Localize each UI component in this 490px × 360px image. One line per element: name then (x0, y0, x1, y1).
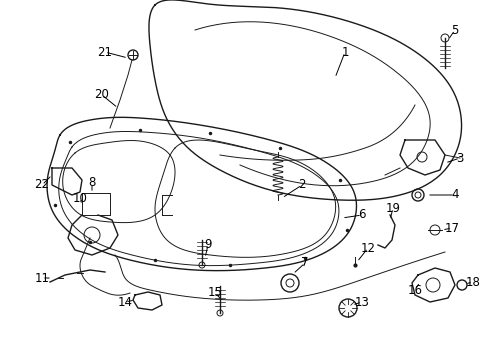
Text: 16: 16 (408, 284, 422, 297)
Text: 14: 14 (118, 296, 132, 309)
Text: 2: 2 (298, 179, 306, 192)
Text: 1: 1 (341, 45, 349, 58)
Text: 17: 17 (444, 221, 460, 234)
Text: 15: 15 (208, 287, 222, 300)
Text: 12: 12 (361, 242, 375, 255)
Text: 8: 8 (88, 176, 96, 189)
Text: 20: 20 (95, 89, 109, 102)
Text: 11: 11 (34, 271, 49, 284)
Text: 10: 10 (73, 192, 87, 204)
Text: 3: 3 (456, 152, 464, 165)
Text: 18: 18 (466, 275, 480, 288)
Text: 9: 9 (204, 238, 212, 252)
Text: 5: 5 (451, 23, 459, 36)
Text: 19: 19 (386, 202, 400, 215)
Text: 4: 4 (451, 189, 459, 202)
Text: 6: 6 (358, 208, 366, 221)
Text: 22: 22 (34, 179, 49, 192)
Text: 7: 7 (301, 256, 309, 270)
Text: 13: 13 (355, 296, 369, 309)
Text: 21: 21 (98, 45, 113, 58)
